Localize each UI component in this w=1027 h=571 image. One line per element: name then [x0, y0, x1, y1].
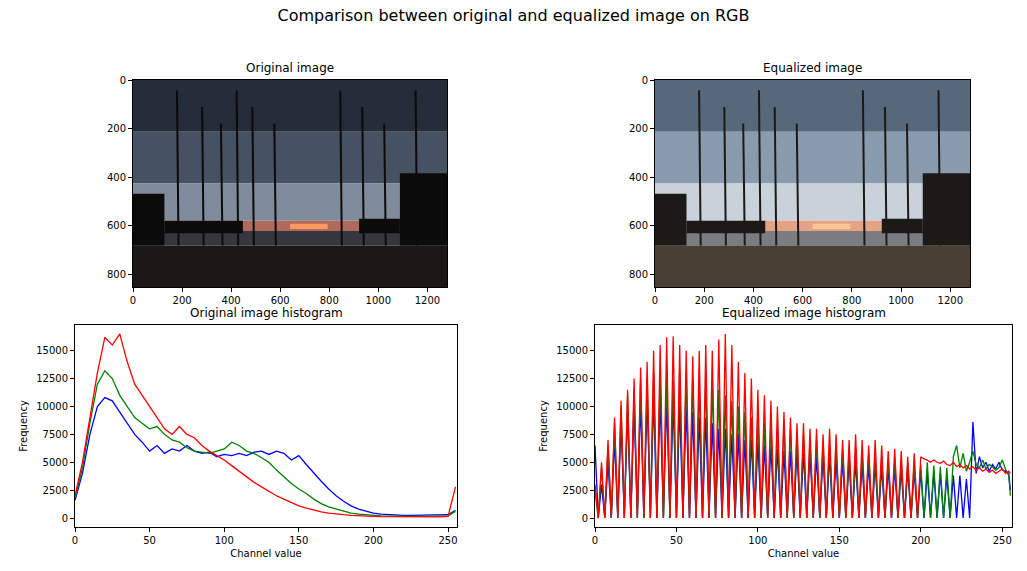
svg-text:200: 200 [911, 535, 930, 546]
svg-text:7500: 7500 [43, 429, 68, 440]
svg-text:200: 200 [107, 123, 126, 134]
svg-text:0: 0 [72, 535, 78, 546]
svg-text:1000: 1000 [888, 295, 913, 306]
svg-text:10000: 10000 [36, 401, 68, 412]
svg-text:0: 0 [642, 75, 648, 86]
svg-text:Channel value: Channel value [768, 548, 840, 559]
svg-text:Equalized image: Equalized image [763, 61, 862, 75]
svg-text:250: 250 [439, 535, 458, 546]
svg-text:0: 0 [120, 75, 126, 86]
svg-text:200: 200 [629, 123, 648, 134]
svg-text:1200: 1200 [415, 295, 440, 306]
svg-text:600: 600 [629, 220, 648, 231]
svg-text:50: 50 [670, 535, 683, 546]
svg-text:150: 150 [830, 535, 849, 546]
svg-text:0: 0 [592, 535, 598, 546]
svg-text:Original image: Original image [246, 61, 334, 75]
svg-text:250: 250 [993, 535, 1012, 546]
svg-text:Frequency: Frequency [538, 400, 549, 452]
svg-text:100: 100 [748, 535, 767, 546]
svg-text:5000: 5000 [563, 457, 588, 468]
svg-text:600: 600 [793, 295, 812, 306]
svg-text:Comparison between original an: Comparison between original and equalize… [278, 6, 750, 25]
svg-text:15000: 15000 [36, 345, 68, 356]
svg-text:150: 150 [289, 535, 308, 546]
svg-text:50: 50 [143, 535, 156, 546]
svg-text:2500: 2500 [43, 485, 68, 496]
svg-text:400: 400 [107, 172, 126, 183]
svg-text:400: 400 [744, 295, 763, 306]
svg-text:200: 200 [364, 535, 383, 546]
svg-text:0: 0 [62, 513, 68, 524]
svg-text:10000: 10000 [556, 401, 588, 412]
svg-text:1000: 1000 [366, 295, 391, 306]
svg-text:Original image histogram: Original image histogram [190, 306, 343, 320]
svg-text:400: 400 [629, 172, 648, 183]
svg-text:800: 800 [107, 269, 126, 280]
svg-text:Equalized image histogram: Equalized image histogram [722, 306, 886, 320]
svg-text:800: 800 [320, 295, 339, 306]
svg-text:800: 800 [629, 269, 648, 280]
svg-text:7500: 7500 [563, 429, 588, 440]
svg-text:0: 0 [582, 513, 588, 524]
svg-text:200: 200 [173, 295, 192, 306]
svg-text:800: 800 [842, 295, 861, 306]
svg-text:1200: 1200 [938, 295, 963, 306]
svg-text:2500: 2500 [563, 485, 588, 496]
svg-text:Channel value: Channel value [230, 548, 302, 559]
svg-text:15000: 15000 [556, 345, 588, 356]
svg-text:12500: 12500 [36, 373, 68, 384]
svg-text:0: 0 [652, 295, 658, 306]
svg-text:600: 600 [107, 220, 126, 231]
svg-text:12500: 12500 [556, 373, 588, 384]
svg-text:400: 400 [222, 295, 241, 306]
svg-text:200: 200 [695, 295, 714, 306]
svg-text:Frequency: Frequency [18, 400, 29, 452]
svg-text:5000: 5000 [43, 457, 68, 468]
svg-text:0: 0 [130, 295, 136, 306]
svg-text:100: 100 [215, 535, 234, 546]
svg-text:600: 600 [271, 295, 290, 306]
